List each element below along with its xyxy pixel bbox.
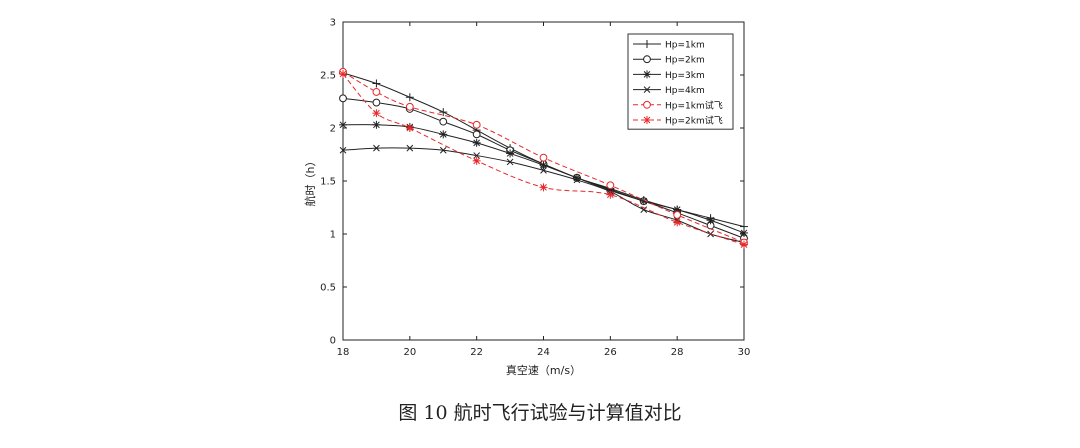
data-point	[472, 130, 481, 139]
data-point	[473, 152, 481, 159]
series-6	[339, 69, 748, 249]
data-point	[506, 158, 514, 166]
data-point	[540, 167, 547, 174]
data-point	[372, 79, 381, 88]
legend: Hp=1km Hp=2km Hp=3km Hp=4km Hp=1km试飞 Hp=2km试飞	[627, 33, 734, 130]
series-3	[339, 120, 748, 237]
data-point	[643, 70, 651, 79]
legend-entry: Hp=2km试飞	[633, 115, 723, 127]
x-axis-label: 真空速（m/s）	[506, 363, 581, 377]
data-point	[439, 146, 447, 154]
data-point	[506, 149, 515, 158]
data-point	[405, 124, 414, 132]
series-line	[342, 124, 745, 234]
x-tick-label: 30	[738, 347, 751, 358]
data-point	[439, 130, 448, 139]
data-point	[373, 144, 380, 152]
y-tick-label: 2	[330, 124, 336, 135]
legend-entry: Hp=2km	[633, 55, 705, 66]
series-layer	[339, 67, 748, 249]
y-tick-label: 3	[330, 18, 336, 29]
data-point	[573, 176, 581, 184]
data-point	[539, 183, 548, 192]
data-point	[339, 69, 347, 78]
legend-label: Hp=1km	[665, 41, 705, 51]
data-point	[643, 116, 651, 124]
data-point	[706, 216, 715, 225]
series-line	[342, 73, 745, 246]
y-tick-label: 0	[330, 336, 336, 347]
legend-label: Hp=3km	[665, 71, 705, 81]
data-point	[339, 120, 347, 129]
data-point	[339, 94, 347, 103]
x-tick-label: 20	[403, 347, 416, 358]
x-tick-label: 22	[470, 347, 483, 358]
data-point	[539, 161, 548, 170]
series-5	[339, 67, 748, 247]
data-point	[639, 197, 648, 206]
data-point	[606, 190, 615, 199]
data-point	[372, 120, 381, 129]
data-point	[439, 117, 448, 126]
data-point	[472, 156, 481, 165]
x-tick-label: 24	[537, 347, 550, 358]
x-tick-label: 26	[604, 347, 617, 358]
legend-entry: Hp=1km试飞	[633, 99, 723, 111]
series-line	[342, 71, 745, 243]
data-point	[643, 40, 651, 48]
x-tick-label: 28	[671, 347, 684, 358]
data-point	[740, 228, 748, 237]
data-point	[643, 55, 651, 64]
y-tick-label: 2.5	[320, 71, 336, 82]
data-point	[740, 240, 748, 249]
data-point	[472, 138, 481, 147]
data-point	[673, 211, 682, 219]
legend-label: Hp=4km	[665, 86, 705, 96]
data-point	[405, 93, 414, 102]
data-point	[640, 206, 648, 213]
legend-entry: Hp=1km	[633, 40, 705, 51]
y-axis-label: 航时（h）	[303, 156, 317, 207]
data-point	[643, 86, 651, 93]
axes: 18 20 22 24 26 28 30 0 0.5 1 1.5 2 2.5 3	[320, 18, 750, 359]
data-point	[372, 109, 381, 118]
y-tick-label: 1	[330, 230, 336, 241]
figure-caption: 图 10 航时飞行试验与计算值对比	[398, 402, 682, 424]
y-tick-label: 0.5	[320, 283, 336, 294]
data-point	[606, 181, 615, 190]
y-tick-label: 1.5	[320, 177, 336, 188]
legend-entry: Hp=3km	[633, 70, 705, 81]
legend-label: Hp=2km	[665, 56, 705, 66]
data-point	[472, 120, 481, 129]
legend-entry: Hp=4km	[633, 86, 705, 96]
legend-box	[627, 33, 734, 130]
line-chart: 18 20 22 24 26 28 30 0 0.5 1 1.5 2 2.5 3 Hp=1km Hp=2km…	[303, 18, 750, 378]
legend-label: Hp=2km试飞	[665, 115, 723, 127]
data-point	[372, 88, 381, 96]
data-point	[406, 144, 414, 152]
data-point	[405, 102, 414, 111]
data-point	[539, 153, 548, 162]
x-tick-label: 18	[337, 347, 350, 358]
data-point	[339, 146, 347, 154]
data-point	[673, 218, 682, 227]
data-point	[643, 100, 651, 109]
data-point	[439, 108, 448, 117]
legend-label: Hp=1km试飞	[665, 99, 723, 111]
data-point	[372, 98, 381, 107]
